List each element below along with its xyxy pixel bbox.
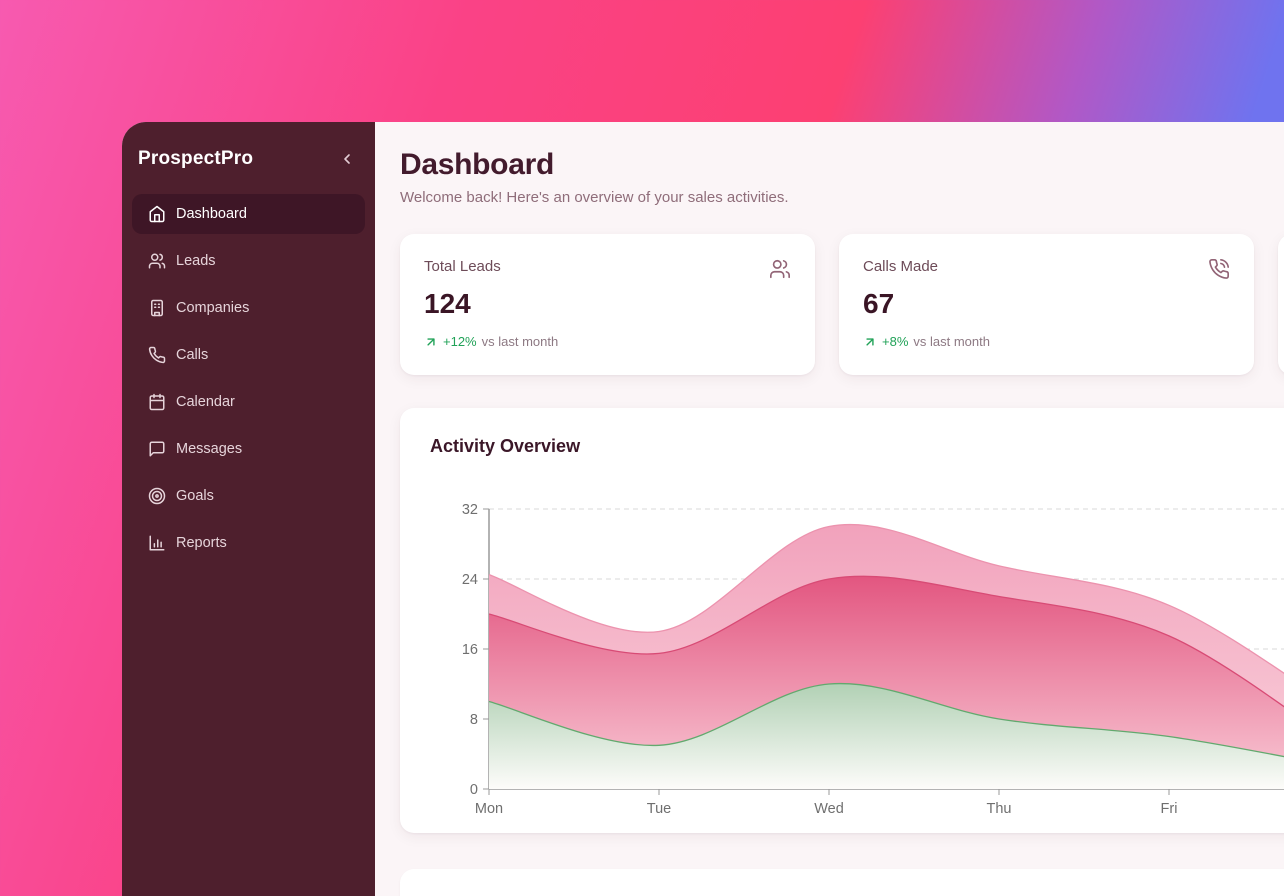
activity-chart-svg: 0 8 16 24 32 Mon Tue Wed Thu Fri [462,502,1284,817]
page-title: Dashboard [400,148,554,181]
sidebar-item-goals[interactable]: Goals [132,476,365,516]
y-tick-label: 8 [470,712,478,728]
sidebar-item-reports[interactable]: Reports [132,523,365,563]
sidebar-item-dashboard[interactable]: Dashboard [132,194,365,234]
target-icon [148,487,166,505]
area-line-middle-dark-pink-band [488,575,1284,708]
trend-percent: +12% [443,334,477,349]
x-tick-label: Mon [475,801,503,817]
sidebar-header: ProspectPro [132,122,365,194]
stat-trend: +12% vs last month [424,334,791,349]
phone-call-icon [1209,259,1230,279]
calendar-icon [149,393,165,411]
arrow-up-right-icon [427,337,435,346]
stat-card-header: Calls Made [863,258,1230,280]
building-icon [148,299,166,317]
sidebar-item-label: Reports [176,535,227,551]
activity-chart: 0 8 16 24 32 Mon Tue Wed Thu Fri [420,471,1284,829]
stat-label: Total Leads [424,258,501,275]
users-icon [148,253,166,269]
sidebar-item-label: Dashboard [176,206,247,222]
stat-card-clipped [1278,234,1284,375]
home-icon [148,205,166,223]
y-tick-label: 32 [462,502,478,518]
chart-title: Activity Overview [430,436,581,456]
sidebar-item-label: Leads [176,253,216,269]
sidebar-item-label: Goals [176,488,214,504]
building-icon [151,299,163,317]
sidebar-item-calendar[interactable]: Calendar [132,382,365,422]
phone-call-icon [1208,258,1230,280]
phone-icon [148,346,166,364]
bar-chart-icon [149,535,165,551]
app-window: ProspectPro Dashboard Leads Companies Calls… [122,122,1284,896]
y-tick-label: 0 [470,782,478,798]
home-icon [149,205,165,223]
sidebar: ProspectPro Dashboard Leads Companies Calls… [122,122,375,896]
sidebar-collapse-button[interactable] [339,151,355,167]
area-line-top-light-pink-band [488,523,1284,674]
stat-label: Calls Made [863,258,939,275]
bar-chart-icon [148,534,166,552]
x-tick-label: Wed [814,801,844,817]
area-band-top-light-pink-band [489,524,1284,707]
arrow-up-right-icon [866,337,874,346]
sidebar-item-label: Messages [176,441,243,457]
trend-suffix: vs last month [913,334,990,349]
stat-card-total-leads: Total Leads 124 +12% vs last month [400,234,815,375]
area-line-bottom-green-band [488,682,1284,758]
users-icon [769,258,791,280]
sidebar-item-label: Companies [176,300,250,316]
activity-overview-card: Activity Overview 0 8 16 24 32 Mon Tue Wed Thu Fr… [400,408,1284,833]
page-subtitle: Welcome back! Here's an overview of your… [400,189,789,206]
users-icon [770,259,790,279]
chevron-left-icon [344,154,350,164]
y-tick-label: 24 [462,572,478,588]
stat-value: 67 [863,288,895,319]
message-icon [148,440,166,458]
sidebar-nav: Dashboard Leads Companies Calls Calendar Mess… [132,194,365,563]
sidebar-item-companies[interactable]: Companies [132,288,365,328]
users-icon [148,252,166,270]
stat-value: 124 [424,288,471,319]
main-content: Dashboard Welcome back! Here's an overvi… [375,122,1284,896]
sidebar-item-messages[interactable]: Messages [132,429,365,469]
trend-suffix: vs last month [481,334,559,349]
stat-cards-row: Total Leads 124 +12% vs last month Calls Mad… [400,234,1284,375]
phone-icon [148,346,166,364]
x-tick-label: Fri [1161,801,1178,817]
arrow-up-right-icon [863,335,877,349]
area-band-middle-dark-pink-band [489,576,1284,757]
next-card-clipped [400,869,1284,896]
x-tick-label: Tue [647,801,671,817]
sidebar-item-label: Calls [176,347,209,363]
y-tick-label: 16 [462,642,478,658]
x-tick-label: Thu [987,801,1012,817]
brand-logo: ProspectPro [138,148,254,169]
stat-trend: +8% vs last month [863,334,1230,349]
sidebar-item-leads[interactable]: Leads [132,241,365,281]
sidebar-item-label: Calendar [176,394,235,410]
stat-card-header: Total Leads [424,258,791,280]
sidebar-item-calls[interactable]: Calls [132,335,365,375]
target-icon [148,487,166,505]
arrow-up-right-icon [424,335,438,349]
stat-card-calls-made: Calls Made 67 +8% vs last month [839,234,1254,375]
trend-percent: +8% [882,334,909,349]
area-band-bottom-green-band [489,683,1284,789]
message-icon [149,441,165,457]
calendar-icon [148,393,166,411]
